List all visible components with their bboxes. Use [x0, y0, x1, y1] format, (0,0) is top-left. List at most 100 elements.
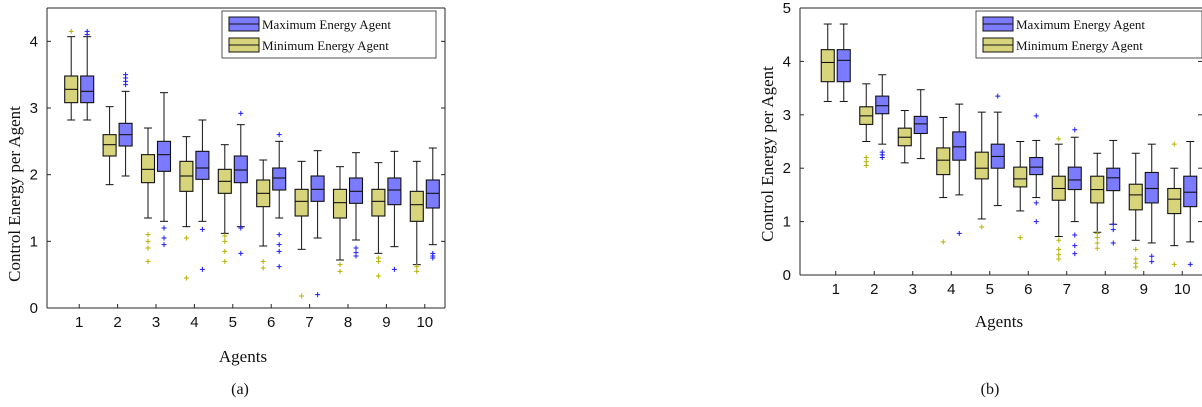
- outlier-max-b-7-1: [1072, 232, 1078, 238]
- box-max-a-3: [156, 140, 172, 172]
- x-tick-label-a-6: 6: [267, 314, 275, 331]
- xlabel-b: Agents: [975, 312, 1023, 331]
- box-min-b-1: [820, 49, 835, 83]
- box-min-b-4: [936, 147, 951, 176]
- y-tick-label-a-1: 1: [30, 233, 38, 250]
- plot-area-a: 0 1 2 3 4 1 2 3 4 5 6 7 8 9 10: [30, 7, 446, 331]
- box-min-b-5: [974, 151, 989, 180]
- x-tick-label-b-8: 8: [1101, 281, 1109, 298]
- outlier-max-a-3-1: [161, 235, 167, 241]
- outlier-max-a-3-0: [161, 225, 167, 231]
- outlier-min-b-4-0: [940, 239, 946, 245]
- box-max-b-3: [913, 115, 928, 135]
- y-tick-label-b-0: 0: [783, 267, 791, 284]
- outlier-min-a-3-1: [145, 238, 151, 244]
- caption-b: (b): [981, 381, 1000, 398]
- box-min-a-9: [371, 188, 386, 217]
- ylabel-a: Control Energy per Agent: [5, 106, 24, 282]
- box-max-b-7: [1067, 166, 1082, 191]
- outlier-min-a-5-2: [222, 248, 228, 254]
- outlier-max-a-1-1: [84, 28, 90, 34]
- outlier-max-b-6-0: [1033, 113, 1039, 119]
- outlier-min-a-5-0: [222, 233, 228, 239]
- outlier-max-b-8-0: [1110, 221, 1116, 227]
- outlier-min-b-7-0: [1056, 136, 1062, 142]
- outlier-min-b-8-1: [1094, 235, 1100, 241]
- box-max-a-9: [387, 177, 402, 206]
- box-min-b-9: [1128, 183, 1143, 211]
- outlier-min-b-9-3: [1133, 264, 1139, 270]
- outlier-min-a-4-0: [183, 235, 189, 241]
- outlier-min-a-3-0: [145, 232, 151, 238]
- outlier-min-b-8-2: [1094, 240, 1100, 246]
- box-max-a-8: [348, 177, 364, 204]
- y-tick-label-b-2: 2: [783, 160, 791, 177]
- outlier-max-b-2-2: [879, 155, 885, 161]
- legend-label-max-b: Maximum Energy Agent: [1016, 17, 1145, 32]
- outlier-max-b-7-2: [1072, 243, 1078, 249]
- y-tick-label-a-3: 3: [30, 100, 38, 117]
- outlier-max-a-10-2: [430, 255, 436, 261]
- outlier-min-a-9-2: [375, 273, 381, 279]
- outlier-max-a-4-1: [199, 266, 205, 272]
- outlier-min-b-7-4: [1056, 256, 1062, 262]
- outlier-min-a-10-1: [414, 268, 420, 274]
- outlier-max-a-5-1: [238, 225, 244, 231]
- outlier-min-a-7-0: [299, 293, 305, 299]
- box-min-a-7: [294, 188, 309, 217]
- box-max-b-8: [1106, 167, 1121, 192]
- outlier-max-b-7-3: [1072, 251, 1078, 257]
- x-tick-label-a-5: 5: [229, 314, 237, 331]
- box-min-a-10: [409, 190, 424, 222]
- y-tick-label-a-2: 2: [30, 167, 38, 184]
- outlier-max-a-6-0: [276, 132, 282, 138]
- outlier-min-b-7-2: [1056, 246, 1062, 252]
- ylabel-b: Control Energy per Agent: [758, 66, 777, 242]
- outlier-min-a-3-3: [145, 258, 151, 264]
- outlier-min-b-7-3: [1056, 252, 1062, 258]
- box-max-a-7: [310, 175, 325, 202]
- outlier-max-a-2-3: [123, 72, 129, 78]
- y-tick-label-b-5: 5: [783, 0, 791, 17]
- x-tick-label-b-10: 10: [1174, 281, 1191, 298]
- y-tick-label-b-4: 4: [783, 53, 791, 70]
- outlier-max-b-8-2: [1110, 240, 1116, 246]
- outlier-min-a-5-3: [222, 258, 228, 264]
- x-tick-label-a-7: 7: [305, 314, 313, 331]
- plot-area-b: 0 1 2 3 4 5 1 2 3 4 5 6 7 8 9 10: [783, 0, 1202, 298]
- outlier-min-b-9-0: [1133, 246, 1139, 252]
- outlier-min-a-4-1: [183, 275, 189, 281]
- caption-a: (a): [231, 381, 249, 398]
- outlier-max-b-9-1: [1149, 259, 1155, 265]
- outlier-max-b-5-0: [995, 93, 1001, 99]
- outlier-max-a-3-2: [161, 242, 167, 248]
- box-max-a-6: [272, 167, 287, 191]
- outlier-min-b-7-1: [1056, 237, 1062, 243]
- outlier-max-b-9-0: [1149, 253, 1155, 259]
- box-max-b-9: [1144, 171, 1159, 204]
- y-tick-label-a-0: 0: [30, 300, 38, 317]
- x-tick-label-a-9: 9: [382, 314, 390, 331]
- outlier-min-b-6-0: [1017, 235, 1023, 241]
- outlier-max-a-6-4: [276, 264, 282, 270]
- outlier-max-a-6-3: [276, 248, 282, 254]
- legend-box-b: [975, 10, 1202, 59]
- box-max-b-10: [1183, 175, 1198, 208]
- outlier-min-b-9-1: [1133, 256, 1139, 262]
- outlier-max-b-6-2: [1033, 219, 1039, 225]
- x-tick-label-b-5: 5: [986, 281, 994, 298]
- x-tick-label-b-4: 4: [947, 281, 955, 298]
- outlier-max-a-5-2: [238, 250, 244, 256]
- outlier-min-a-10-0: [414, 264, 420, 270]
- x-tick-label-a-3: 3: [152, 314, 160, 331]
- x-tick-label-b-7: 7: [1063, 281, 1071, 298]
- box-max-a-1: [80, 75, 95, 104]
- outlier-min-a-6-0: [260, 258, 266, 264]
- outlier-max-a-7-0: [315, 292, 321, 298]
- box-max-b-2: [875, 95, 890, 115]
- x-tick-label-a-2: 2: [113, 314, 121, 331]
- x-tick-label-b-1: 1: [832, 281, 840, 298]
- outlier-max-b-4-0: [956, 230, 962, 236]
- outlier-min-b-8-3: [1094, 245, 1100, 251]
